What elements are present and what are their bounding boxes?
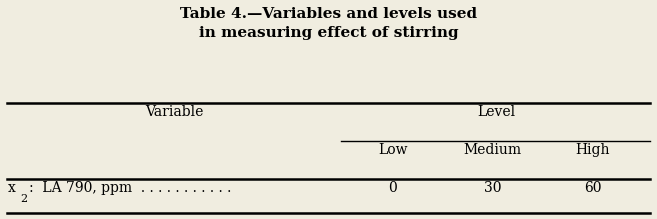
Text: Medium: Medium — [464, 143, 522, 157]
Text: Level: Level — [477, 105, 515, 119]
Text: Low: Low — [378, 143, 407, 157]
Text: x: x — [8, 181, 16, 195]
Text: 0: 0 — [388, 181, 397, 195]
Text: 60: 60 — [583, 181, 601, 195]
Text: Variable: Variable — [145, 105, 203, 119]
Text: Table 4.—Variables and levels used
in measuring effect of stirring: Table 4.—Variables and levels used in me… — [180, 7, 477, 39]
Text: High: High — [576, 143, 610, 157]
Text: 30: 30 — [484, 181, 501, 195]
Text: :  LA 790, ppm  . . . . . . . . . . .: : LA 790, ppm . . . . . . . . . . . — [29, 181, 231, 195]
Text: 2: 2 — [21, 194, 28, 204]
